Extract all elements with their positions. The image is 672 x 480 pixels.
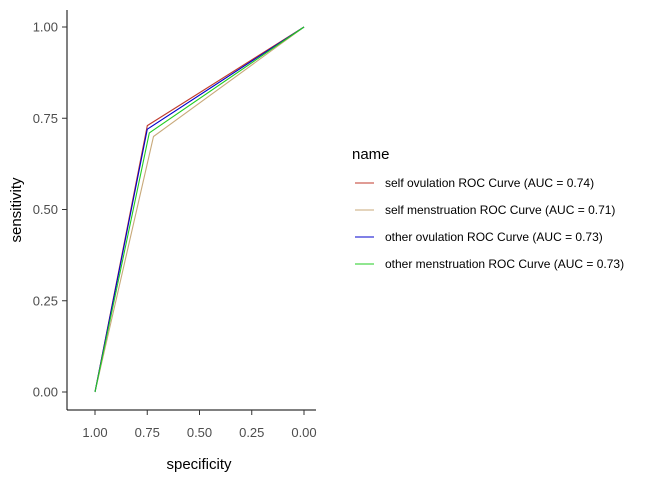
x-tick-label: 1.00 — [82, 425, 107, 440]
series-line-3 — [94, 26, 305, 393]
x-axis-title: specificity — [166, 456, 232, 473]
y-tick-label: 0.75 — [33, 111, 58, 126]
legend: name self ovulation ROC Curve (AUC = 0.7… — [352, 146, 624, 271]
y-axis-title: sensitivity — [8, 177, 25, 243]
x-tick-label: 0.25 — [239, 425, 264, 440]
y-tick-label: 0.50 — [33, 202, 58, 217]
series-line-0 — [94, 26, 305, 393]
series-line-1 — [94, 26, 305, 393]
legend-label-1: self menstruation ROC Curve (AUC = 0.71) — [385, 203, 615, 217]
legend-label-3: other menstruation ROC Curve (AUC = 0.73… — [385, 257, 624, 271]
legend-label-0: self ovulation ROC Curve (AUC = 0.74) — [385, 176, 594, 190]
y-tick-label: 0.00 — [33, 385, 58, 400]
series-line-2 — [94, 26, 305, 393]
y-tick-label: 1.00 — [33, 20, 58, 35]
x-ticks: 1.00 0.75 0.50 0.25 0.00 — [82, 410, 317, 440]
legend-label-2: other ovulation ROC Curve (AUC = 0.73) — [385, 230, 603, 244]
legend-title: name — [352, 146, 390, 163]
x-tick-label: 0.00 — [291, 425, 316, 440]
y-ticks: 0.00 0.25 0.50 0.75 1.00 — [33, 20, 67, 400]
series-lines — [94, 26, 305, 393]
x-tick-label: 0.75 — [135, 425, 160, 440]
x-tick-label: 0.50 — [187, 425, 212, 440]
y-tick-label: 0.25 — [33, 293, 58, 308]
legend-items: self ovulation ROC Curve (AUC = 0.74) sel… — [355, 176, 624, 271]
